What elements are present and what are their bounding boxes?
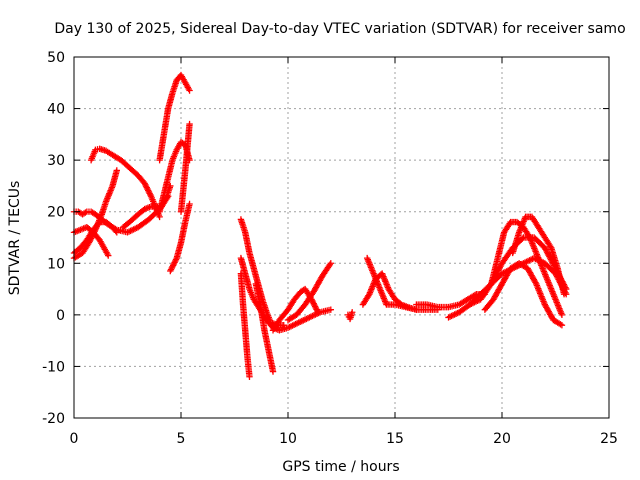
series-s07: [156, 71, 193, 164]
data-point: [144, 187, 152, 194]
data-point: [310, 300, 317, 307]
y-tick-label: 50: [47, 50, 65, 66]
x-tick-label: 10: [279, 431, 297, 447]
data-point: [82, 209, 89, 216]
data-point: [169, 262, 177, 269]
x-axis-label: GPS time / hours: [282, 459, 399, 475]
data-point: [326, 261, 334, 268]
data-point: [532, 279, 539, 286]
x-tick-label: 0: [70, 431, 79, 447]
data-point: [327, 260, 334, 267]
series-s25: [466, 254, 570, 308]
y-axis-label: SDTVAR / TECUs: [7, 181, 23, 296]
data-point: [168, 264, 175, 272]
data-point: [547, 243, 554, 250]
series-s22: [488, 218, 566, 319]
data-point: [141, 180, 148, 187]
data-point: [313, 306, 320, 313]
series-s19: [363, 254, 420, 313]
y-tick-label: -20: [42, 411, 65, 427]
data-point: [172, 257, 179, 265]
data-point: [143, 184, 150, 191]
data-point: [314, 309, 322, 316]
data-point: [246, 373, 253, 380]
data-point: [558, 311, 566, 319]
data-point: [327, 306, 334, 313]
data-point: [172, 256, 180, 263]
data-point: [309, 299, 317, 306]
axis-ticks: 0 5 10 15 20 25 -20 -10 0 10 20 30 40 50: [42, 50, 618, 447]
data-point: [145, 188, 153, 196]
series-s09: [167, 200, 193, 275]
data-point: [311, 301, 318, 309]
data-point: [312, 304, 320, 312]
series-s14: [252, 280, 277, 375]
data-point: [169, 263, 176, 270]
y-tick-label: 30: [47, 153, 65, 169]
series-s13: [237, 270, 253, 380]
data-point: [186, 87, 193, 94]
x-tick-label: 15: [386, 431, 404, 447]
data-point: [171, 259, 178, 266]
data-point: [167, 266, 175, 273]
chart-title: Day 130 of 2025, Sidereal Day-to-day VTE…: [54, 21, 625, 37]
series-s17: [344, 309, 356, 323]
data-point: [142, 181, 149, 188]
data-point: [147, 191, 154, 199]
data-point: [269, 368, 277, 375]
data-point: [146, 190, 153, 197]
series-s16: [284, 260, 334, 324]
data-marks: [70, 71, 570, 380]
series-s10: [177, 120, 193, 215]
data-point: [563, 291, 570, 298]
data-point: [186, 120, 193, 128]
data-point: [557, 321, 564, 328]
data-point: [142, 183, 150, 190]
data-point: [144, 185, 151, 193]
y-tick-label: 0: [56, 308, 65, 324]
series-s03: [70, 223, 112, 259]
series-s15: [269, 285, 322, 334]
data-point: [311, 303, 319, 310]
x-tick-label: 20: [493, 431, 511, 447]
data-point: [113, 229, 120, 236]
series-s04: [70, 218, 120, 257]
y-tick-label: 10: [47, 256, 65, 272]
data-point: [558, 321, 566, 329]
x-tick-label: 5: [177, 431, 186, 447]
data-point: [170, 260, 178, 268]
data-point: [314, 307, 321, 315]
data-point: [112, 227, 119, 235]
y-tick-label: 40: [47, 102, 65, 118]
series-s05: [87, 145, 163, 221]
data-point: [349, 309, 356, 316]
data-point: [113, 167, 120, 174]
data-point: [167, 267, 174, 275]
data-point: [186, 200, 193, 208]
data-point: [105, 252, 112, 259]
x-tick-label: 25: [600, 431, 618, 447]
series-s20: [413, 291, 489, 311]
data-point: [562, 289, 569, 296]
y-tick-label: 20: [47, 205, 65, 221]
y-tick-label: -10: [42, 359, 65, 375]
plot-border: [73, 56, 610, 419]
